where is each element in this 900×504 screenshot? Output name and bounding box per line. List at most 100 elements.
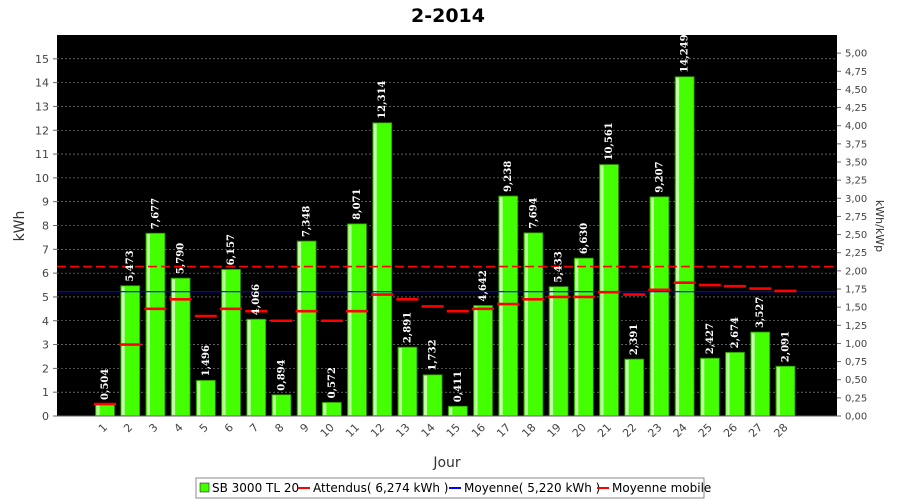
- y-right-tick-label: 5,00: [845, 49, 867, 60]
- bar-highlight: [600, 165, 604, 415]
- bar-highlight: [499, 197, 503, 415]
- data-label: 0,411: [453, 371, 464, 402]
- reference-lines: [57, 265, 837, 406]
- x-axis-label: Jour: [432, 455, 461, 471]
- y-right-tick-label: 2,75: [845, 212, 867, 223]
- data-label: 2,891: [402, 312, 413, 343]
- y-tick-label: 1: [42, 386, 49, 399]
- bar-highlight: [650, 197, 654, 415]
- x-tick-label: 6: [222, 421, 236, 435]
- x-tick-label: 14: [419, 421, 438, 440]
- bar-highlight: [424, 375, 428, 415]
- data-label: 2,427: [705, 323, 716, 354]
- data-label: 1,496: [201, 345, 212, 376]
- y-right-tick-label: 1,25: [845, 321, 867, 332]
- data-label: 7,677: [150, 198, 161, 229]
- x-tick-label: 17: [494, 421, 513, 440]
- chart-title: 2-2014: [411, 5, 485, 27]
- y-axis-label: kWh: [12, 211, 28, 242]
- x-tick-label: 11: [343, 421, 362, 440]
- bar-highlight: [550, 287, 554, 415]
- data-label: 14,249: [680, 34, 691, 72]
- data-label: 9,207: [654, 161, 665, 192]
- data-label: 1,732: [428, 339, 439, 370]
- x-tick-label: 9: [298, 421, 312, 435]
- y-right-tick-label: 4,25: [845, 103, 867, 114]
- legend-label-average: Moyenne( 5,220 kWh ): [464, 481, 600, 495]
- y-right-tick-label: 4,50: [845, 85, 867, 96]
- data-label: 4,642: [478, 270, 489, 301]
- y-tick-label: 5: [42, 291, 49, 304]
- x-axis-ticks: 1 2 3 4 5 6 7 8 9 10 11 12 13 14 15 16 17 18 19 20 21 22 23 24 2…: [57, 415, 837, 440]
- bar-highlight: [348, 224, 352, 415]
- y-right-tick-label: 3,00: [845, 194, 867, 205]
- legend-label-expected: Attendus( 6,274 kWh ): [313, 481, 448, 495]
- legend-label-production: SB 3000 TL 20: [212, 481, 299, 495]
- y-right-tick-label: 0,50: [845, 375, 867, 386]
- y-tick-label: 15: [35, 53, 49, 66]
- y-tick-label: 7: [42, 243, 49, 256]
- x-tick-label: 16: [469, 421, 488, 440]
- y-tick-label: 12: [35, 124, 49, 137]
- x-tick-label: 21: [595, 421, 614, 440]
- x-tick-label: 7: [247, 421, 261, 435]
- bar-highlight: [449, 407, 453, 415]
- y-right-tick-label: 0,00: [845, 412, 867, 423]
- x-tick-label: 20: [570, 421, 589, 440]
- bar-highlight: [726, 353, 730, 415]
- y-right-tick-label: 3,50: [845, 158, 867, 169]
- x-tick-label: 27: [746, 421, 765, 440]
- x-tick-label: 25: [696, 421, 715, 440]
- y-tick-label: 11: [35, 148, 49, 161]
- bar-highlight: [121, 286, 125, 415]
- data-label: 7,694: [528, 197, 539, 228]
- x-tick-label: 3: [146, 421, 160, 435]
- data-label: 10,561: [604, 122, 615, 160]
- bar-highlight: [575, 259, 579, 415]
- data-label: 5,433: [554, 251, 565, 282]
- x-tick-label: 19: [545, 421, 564, 440]
- y-right-tick-label: 4,75: [845, 67, 867, 78]
- bar-highlight: [776, 367, 780, 415]
- bar-highlight: [146, 234, 150, 415]
- bar-highlight: [272, 395, 276, 415]
- x-tick-label: 13: [393, 421, 412, 440]
- y-right-tick-label: 3,75: [845, 139, 867, 150]
- x-tick-label: 28: [771, 421, 790, 440]
- data-label: 5,473: [125, 250, 136, 281]
- x-tick-label: 24: [671, 421, 690, 440]
- bar-highlight: [298, 242, 302, 415]
- bar-highlight: [398, 348, 402, 415]
- data-label: 6,157: [226, 234, 237, 265]
- bar-highlight: [524, 233, 528, 415]
- data-label: 3,527: [755, 297, 766, 328]
- y-right-tick-label: 1,00: [845, 339, 867, 350]
- bar-highlight: [676, 77, 680, 416]
- data-label: 8,071: [352, 188, 363, 219]
- y-tick-label: 13: [35, 100, 49, 113]
- x-tick-label: 22: [620, 421, 639, 440]
- data-label: 2,091: [780, 331, 791, 362]
- data-label: 4,066: [251, 284, 262, 315]
- bar-highlight: [373, 123, 377, 415]
- data-label: 12,314: [377, 80, 388, 118]
- x-tick-label: 26: [721, 421, 740, 440]
- data-label: 9,238: [503, 161, 514, 192]
- bar-highlight: [323, 403, 327, 415]
- x-tick-label: 5: [197, 421, 211, 435]
- y-right-tick-label: 2,50: [845, 230, 867, 241]
- x-tick-label: 23: [645, 421, 664, 440]
- y-tick-label: 8: [42, 220, 49, 233]
- bar-highlight: [197, 381, 201, 415]
- bars: [95, 76, 796, 417]
- bar-highlight: [96, 404, 100, 415]
- x-tick-label: 12: [368, 421, 387, 440]
- y-tick-label: 10: [35, 172, 49, 185]
- y-tick-label: 6: [42, 267, 49, 280]
- y-right-tick-label: 1,75: [845, 285, 867, 296]
- x-tick-label: 1: [96, 421, 110, 435]
- legend-swatch-production: [199, 482, 210, 493]
